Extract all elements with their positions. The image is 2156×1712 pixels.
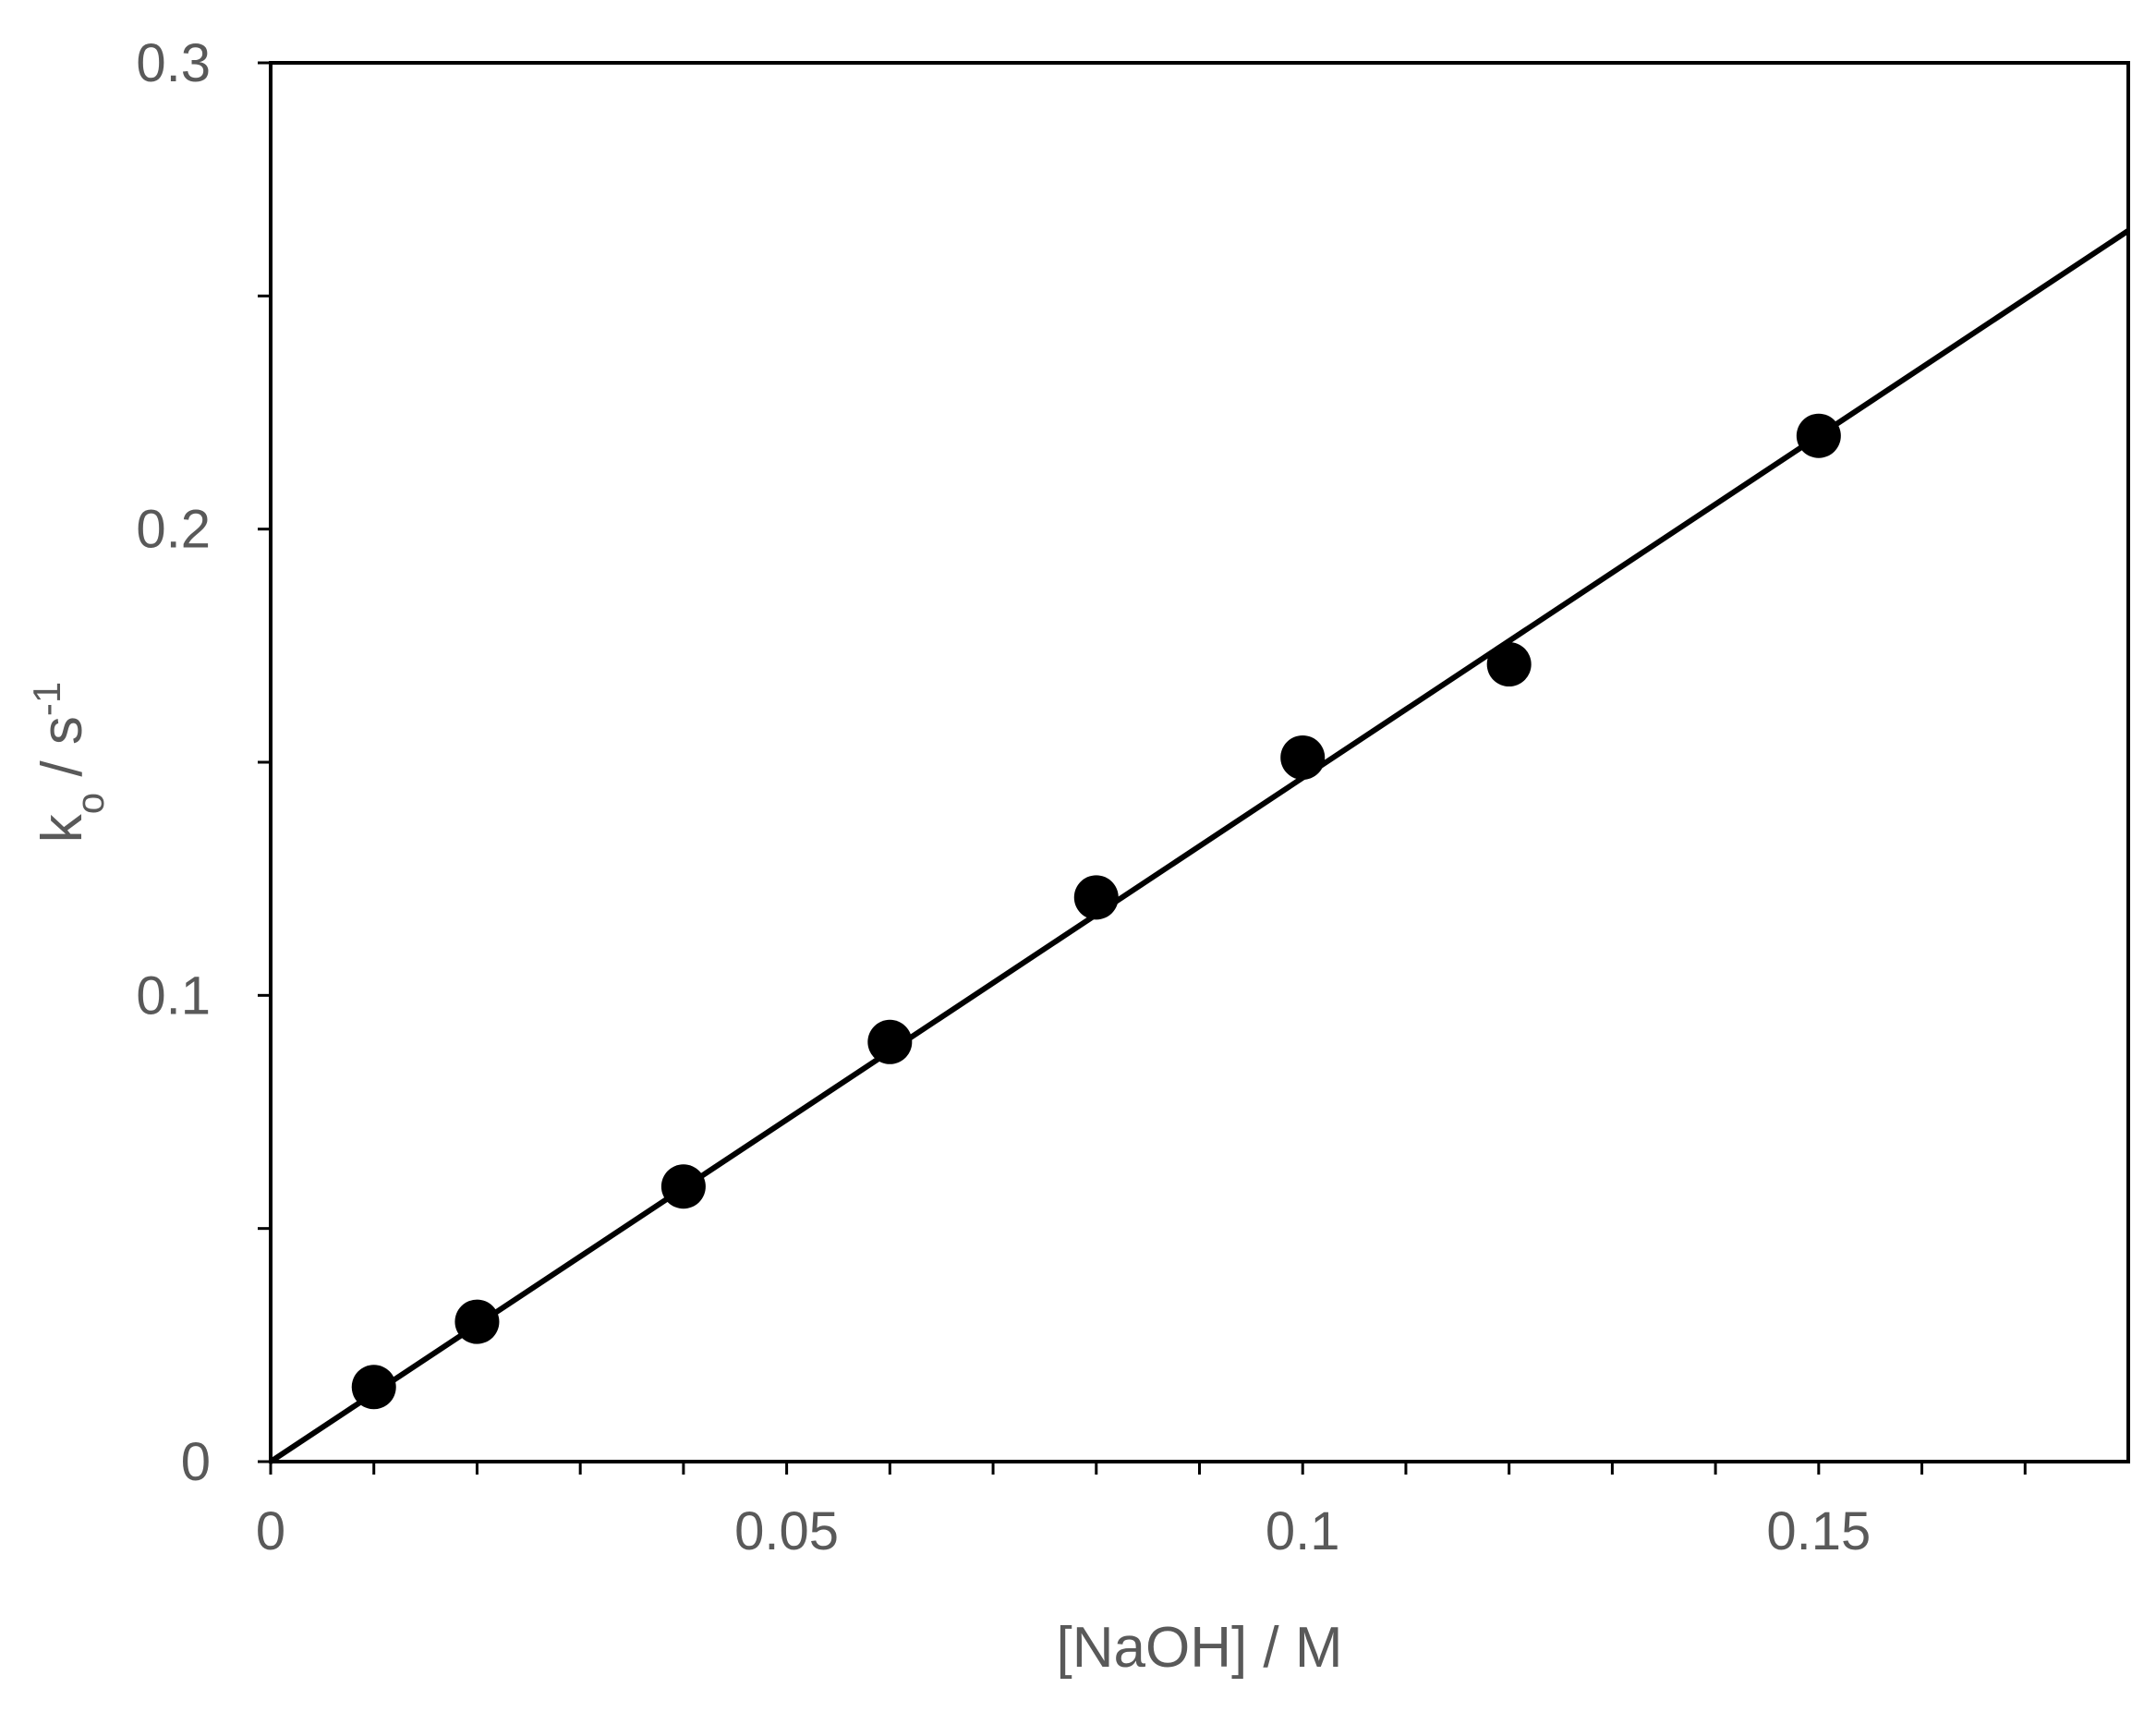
y-axis-title-subscript: o [68,793,112,814]
major-ticks [258,61,1821,1475]
y-axis-title-superscript: -1 [25,682,68,716]
y-axis-title-main: k [30,813,94,843]
y-tick-label: 0.3 [136,33,211,93]
y-axis-tick-labels: 0 0.1 0.2 0.3 [136,33,211,1492]
data-point [1796,413,1841,458]
minor-ticks [258,294,2027,1475]
x-tick-label: 0.1 [1266,1501,1340,1561]
x-axis-title: [NaOH] / M [1056,1616,1342,1680]
linear-fit-line [269,228,2130,1464]
data-point [1073,875,1119,920]
data-points [351,413,1841,1410]
plot-area-frame [269,61,2130,1463]
y-axis-title: ko / s-1 [25,682,112,843]
x-tick-label: 0.15 [1766,1501,1871,1561]
data-point [454,1299,500,1344]
x-tick-label: 0 [256,1501,285,1561]
data-point [867,1019,913,1064]
data-point [351,1365,396,1410]
data-point [1280,735,1326,780]
x-axis-tick-labels: 0 0.05 0.1 0.15 [256,1501,1871,1561]
y-tick-label: 0.1 [136,965,211,1026]
x-tick-label: 0.05 [734,1501,839,1561]
data-point [1486,642,1532,687]
data-point [660,1164,706,1209]
y-tick-label: 0 [181,1432,211,1492]
y-axis-title-unit: / s [30,716,94,793]
y-tick-label: 0.2 [136,500,211,560]
